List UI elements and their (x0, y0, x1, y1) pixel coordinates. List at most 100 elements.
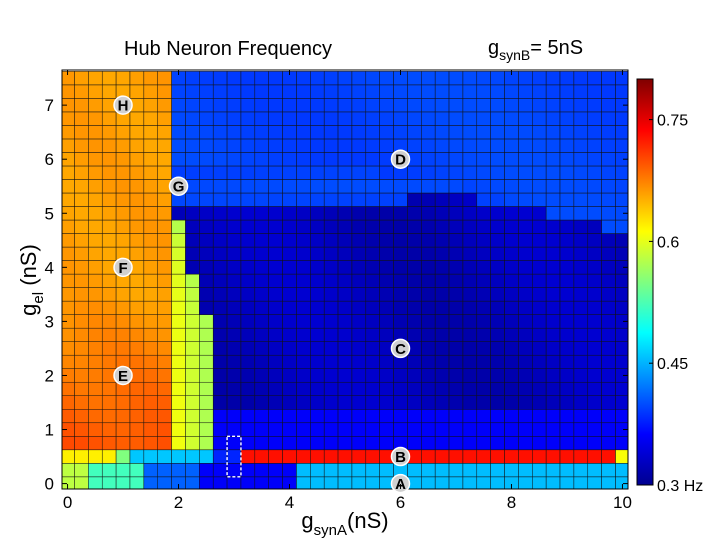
heatmap-cell (296, 125, 311, 140)
heatmap-cell (88, 219, 103, 234)
heatmap-cell (74, 463, 89, 478)
heatmap-cell (171, 219, 186, 234)
heatmap-cell (171, 449, 186, 464)
heatmap-cell (185, 165, 200, 180)
heatmap-cell (587, 246, 602, 261)
heatmap-cell (532, 71, 547, 86)
heatmap-cell (337, 287, 353, 302)
heatmap-cell (129, 246, 145, 261)
heatmap-cell (185, 138, 200, 153)
heatmap-cell (337, 84, 353, 99)
heatmap-cell (559, 206, 575, 221)
heatmap-cell (393, 381, 408, 396)
heatmap-cell (448, 463, 464, 478)
heatmap-cell (337, 436, 353, 451)
heatmap-cell (504, 314, 519, 329)
heatmap-cell (601, 327, 616, 342)
heatmap-cell (393, 422, 408, 437)
heatmap-cell (310, 233, 325, 248)
heatmap-cell (434, 233, 450, 248)
heatmap-cell (129, 409, 145, 424)
heatmap-cell (129, 300, 145, 315)
heatmap-cell (323, 152, 339, 167)
heatmap-cell (379, 179, 394, 194)
heatmap-cell (490, 463, 505, 478)
heatmap-cell (323, 273, 339, 288)
heatmap-cell (171, 422, 186, 437)
heatmap-cell (532, 300, 547, 315)
heatmap-cell (545, 111, 561, 126)
heatmap-cell (573, 436, 589, 451)
heatmap-cell (282, 463, 297, 478)
heatmap-cell (337, 219, 353, 234)
x-tick-label: 0 (63, 493, 72, 512)
heatmap-cell (61, 138, 75, 153)
heatmap-cell (559, 98, 575, 113)
heatmap-cell (310, 219, 325, 234)
heatmap-cell (282, 233, 297, 248)
heatmap-cell (74, 395, 89, 410)
heatmap-cell (212, 98, 228, 113)
heatmap-cell (421, 327, 436, 342)
heatmap-cell (323, 341, 339, 356)
heatmap-cell (421, 463, 436, 478)
heatmap-cell (129, 314, 145, 329)
heatmap-cell (199, 354, 214, 369)
heatmap-cell (615, 179, 629, 194)
heatmap-cell (282, 152, 297, 167)
heatmap-cell (365, 111, 380, 126)
heatmap-cell (115, 409, 131, 424)
heatmap-cell (337, 327, 353, 342)
heatmap-cell (171, 287, 186, 302)
marker-c-circle (390, 338, 411, 359)
chart-title: Hub Neuron Frequency (124, 38, 332, 60)
heatmap-cell (268, 314, 283, 329)
heatmap-cell (240, 314, 256, 329)
heatmap-cell (559, 125, 575, 140)
heatmap-cell (504, 246, 519, 261)
heatmap-cell (268, 395, 283, 410)
heatmap-cell (421, 152, 436, 167)
heatmap-cell (323, 206, 339, 221)
heatmap-cell (532, 436, 547, 451)
heatmap-cell (268, 179, 283, 194)
heatmap-cell (393, 179, 408, 194)
heatmap-cell (434, 449, 450, 464)
heatmap-cell (615, 476, 629, 490)
heatmap-cell (310, 314, 325, 329)
heatmap-cell (573, 152, 589, 167)
heatmap-cell (74, 84, 89, 99)
heatmap-cell (379, 98, 394, 113)
heatmap-cell (240, 152, 256, 167)
heatmap-cell (573, 314, 589, 329)
heatmap-cell (74, 138, 89, 153)
heatmap-cell (74, 341, 89, 356)
heatmap-cell (407, 463, 422, 478)
heatmap-cell (559, 300, 575, 315)
heatmap-cell (199, 192, 214, 207)
heatmap-cell (115, 152, 131, 167)
heatmap-cell (448, 341, 464, 356)
heatmap-cell (601, 125, 616, 140)
heatmap-cell (490, 409, 505, 424)
heatmap-cell (268, 409, 283, 424)
marker-f-label: F (118, 260, 127, 277)
heatmap-cell (61, 179, 75, 194)
heatmap-cell (504, 98, 519, 113)
heatmap-cell (185, 409, 200, 424)
heatmap-cell (615, 219, 629, 234)
heatmap-cell (587, 179, 602, 194)
heatmap-cell (407, 327, 422, 342)
heatmap-cell (421, 314, 436, 329)
heatmap-cell (61, 354, 75, 369)
heatmap-cell (296, 300, 311, 315)
heatmap-cell (296, 152, 311, 167)
heatmap-cell (448, 219, 464, 234)
heatmap-cell (490, 395, 505, 410)
heatmap-cell (587, 409, 602, 424)
heatmap-cell (434, 395, 450, 410)
heatmap-cell (545, 125, 561, 140)
heatmap-cell (365, 138, 380, 153)
heatmap-cell (61, 476, 75, 490)
heatmap-cell (157, 409, 172, 424)
